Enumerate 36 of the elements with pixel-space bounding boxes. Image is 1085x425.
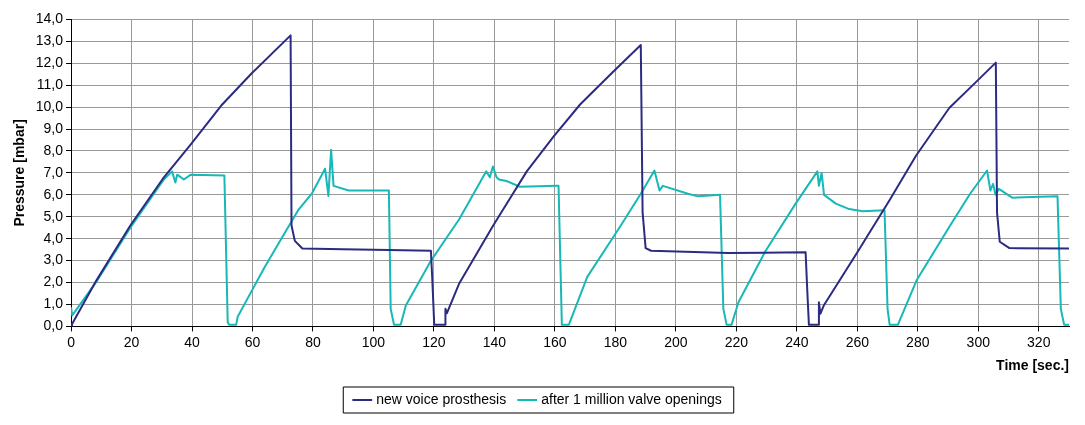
x-tick-label: 60 (244, 333, 261, 350)
x-tick-label: 200 (664, 333, 688, 350)
x-tick-label: 180 (603, 333, 628, 350)
y-tick-label: 11,0 (36, 76, 64, 93)
x-tick-label: 40 (184, 333, 201, 350)
x-tick-label: 20 (123, 333, 140, 350)
y-tick-label: 10,0 (35, 97, 64, 114)
x-tick-label: 260 (845, 333, 870, 350)
y-tick-label: 9,0 (43, 119, 64, 136)
y-tick-label: 13,0 (35, 32, 64, 49)
y-tick-label: 0,0 (43, 317, 64, 334)
y-tick-label: 3,0 (43, 251, 64, 268)
x-tick-label: 80 (305, 333, 321, 350)
y-tick-label: 7,0 (43, 163, 64, 180)
y-tick-label: 2,0 (43, 273, 64, 290)
x-tick-label: 240 (785, 333, 809, 350)
x-axis-title: Time [sec.] (996, 357, 1069, 374)
x-tick-label: 100 (361, 333, 386, 350)
y-tick-label: 1,0 (43, 295, 64, 312)
y-tick-label: 5,0 (43, 207, 64, 224)
x-tick-label: 0 (67, 333, 76, 350)
x-tick-label: 320 (1027, 333, 1051, 350)
x-tick-label: 300 (966, 333, 991, 350)
y-tick-label: 14,0 (35, 10, 64, 27)
x-tick-label: 280 (906, 333, 930, 350)
x-tick-label: 140 (482, 333, 507, 350)
y-tick-label: 8,0 (43, 141, 64, 158)
y-tick-label: 12,0 (35, 54, 64, 71)
legend-label: new voice prosthesis (376, 390, 507, 407)
x-tick-label: 120 (422, 333, 446, 350)
x-tick-label: 160 (543, 333, 567, 350)
x-tick-label: 220 (724, 333, 749, 350)
y-tick-label: 4,0 (43, 229, 64, 246)
y-tick-label: 6,0 (43, 185, 64, 202)
legend-label: after 1 million valve openings (541, 390, 722, 407)
y-axis-title: Pressure [mbar] (11, 119, 28, 227)
